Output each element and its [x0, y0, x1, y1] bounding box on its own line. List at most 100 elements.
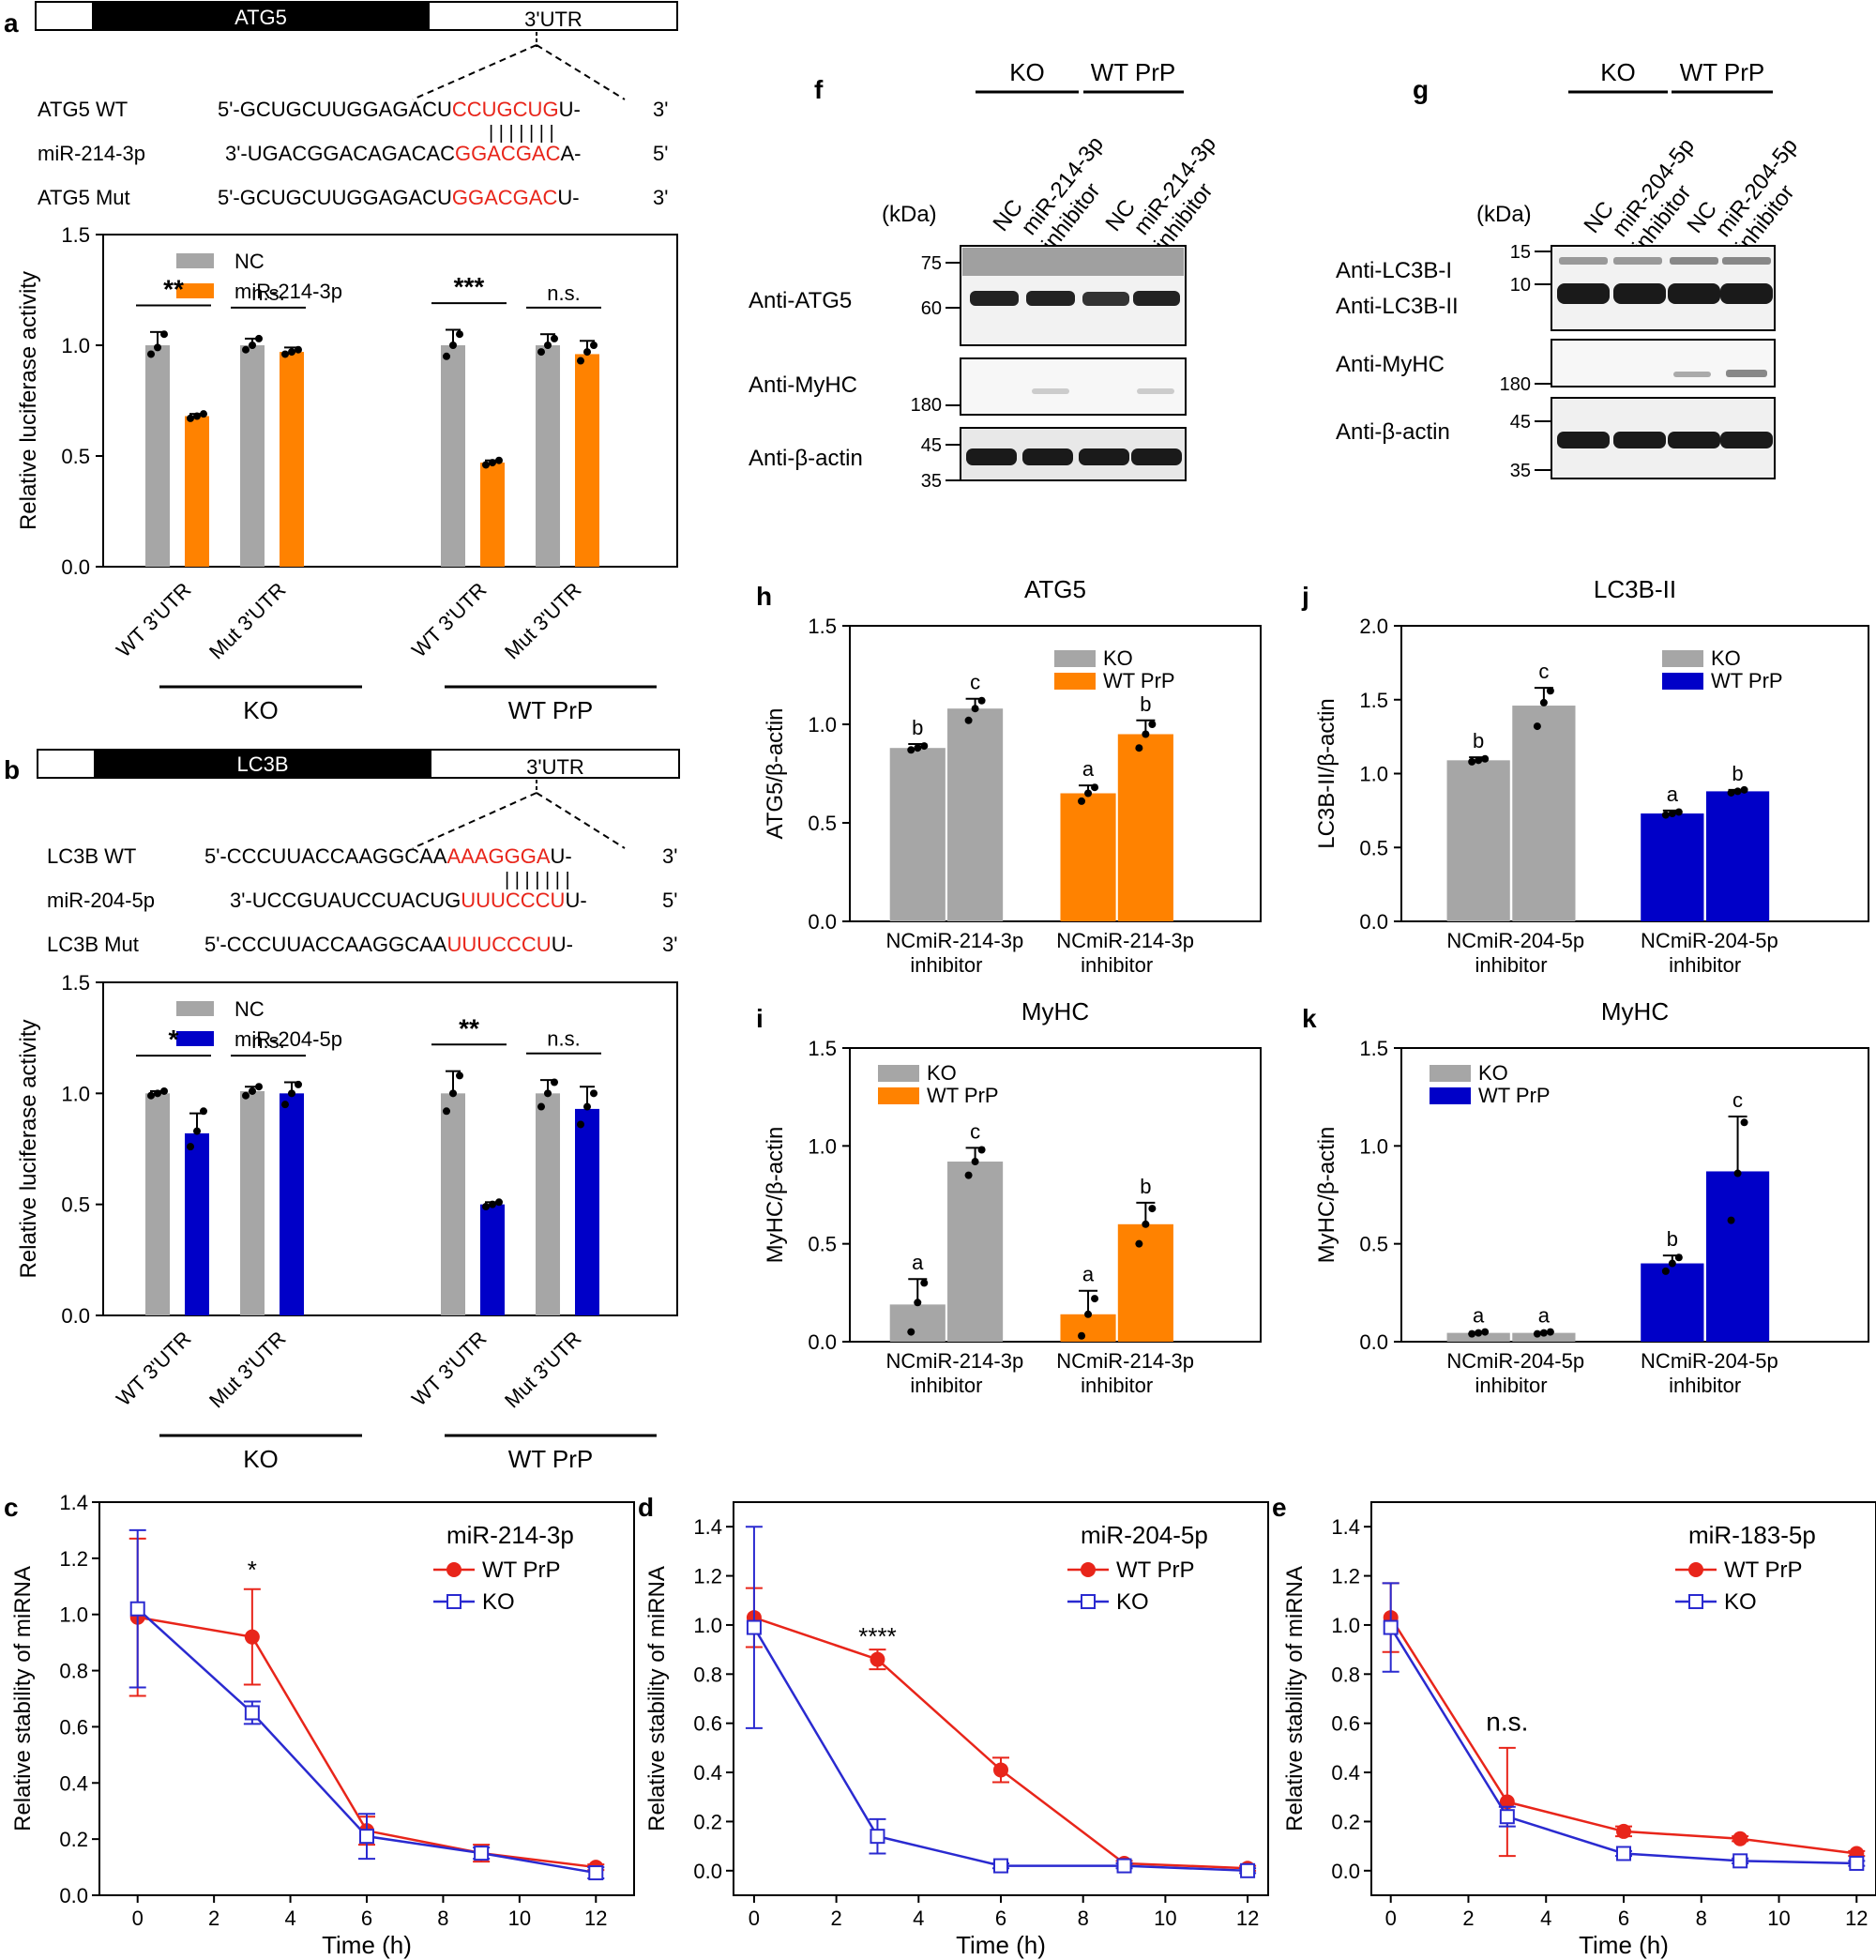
i-ytick-label: 1.5	[808, 1037, 837, 1060]
j-sig-letter: b	[1473, 729, 1484, 752]
a-bar	[480, 463, 505, 567]
e-ytick-label: 1.4	[1331, 1515, 1360, 1539]
b-datapoint	[288, 1089, 295, 1098]
b-datapoint	[544, 1089, 552, 1098]
b-datapoint	[160, 1086, 168, 1095]
b-datapoint	[577, 1120, 584, 1129]
k-datapoint	[1481, 1328, 1490, 1336]
e-legend-marker	[1688, 1594, 1703, 1609]
b-bar	[441, 1093, 465, 1315]
i-ytick-label: 1.0	[808, 1134, 837, 1158]
seq-mut-b-end: 3'	[662, 933, 677, 956]
blot-f-myhc-membrane	[960, 357, 1187, 416]
blot-g-group-wt: WT PrP	[1680, 58, 1765, 86]
a-cohort-label: KO	[243, 696, 279, 724]
c-ytick-label: 1.2	[59, 1547, 88, 1571]
b-category-label: WT 3'UTR	[407, 1327, 492, 1411]
blot-g: KO WT PrP (kDa) NC miR-204-5pinhibitor N…	[1336, 58, 1803, 481]
blot-f-group-ko: KO	[1009, 58, 1045, 86]
j-datapoint	[1475, 756, 1483, 765]
k-sig-letter: c	[1732, 1088, 1743, 1112]
j-sig-letter: c	[1538, 660, 1549, 683]
panel-letter-d: d	[638, 1493, 654, 1522]
i-datapoint	[971, 1158, 979, 1166]
seq-label-mir-b: miR-204-5p	[47, 889, 155, 912]
h-bar	[947, 708, 1004, 921]
c-ytick-label: 1.4	[59, 1491, 88, 1514]
e-ytick-label: 0.2	[1331, 1810, 1360, 1833]
i-bar	[889, 1304, 946, 1342]
j-sig-letter: a	[1667, 782, 1679, 806]
e-marker	[1499, 1809, 1515, 1825]
k-ytick-label: 1.5	[1359, 1037, 1388, 1060]
c-xlabel: Time (h)	[322, 1931, 412, 1959]
c-ytick-label: 0.4	[59, 1771, 88, 1795]
b-datapoint	[249, 1086, 256, 1095]
h-sig-letter: b	[1140, 692, 1151, 716]
b-datapoint	[443, 1107, 450, 1116]
a-datapoint	[482, 461, 490, 469]
d-marker	[1116, 1858, 1132, 1874]
a-ylabel: Relative luciferase activity	[16, 271, 41, 530]
blot-f-marker-75: 75	[921, 253, 942, 274]
d-annotation: ****	[858, 1622, 896, 1650]
j-ytick-label: 1.5	[1359, 689, 1388, 712]
seq-mut-a-end: 3'	[653, 186, 668, 209]
b-bar	[480, 1204, 505, 1315]
blot-f-marker-60: 60	[921, 298, 942, 319]
chart-c: 0.0 0.2 0.4 0.6 0.8 1.0 1.2 1.4 0 2 4 6 8 10 12 Time (h…	[10, 1491, 635, 1959]
panel-letter-f: f	[814, 75, 824, 104]
seq-wt-b-end: 3'	[662, 844, 677, 868]
seq-label-mir-a: miR-214-3p	[38, 142, 145, 165]
d-legend-label: KO	[1116, 1589, 1149, 1615]
b-ytick-label: 0.0	[61, 1304, 90, 1328]
h-ylabel: ATG5/β-actin	[763, 707, 788, 839]
a-datapoint	[495, 456, 503, 464]
j-category-sublabel: inhibitor	[1475, 953, 1548, 977]
a-bar	[280, 352, 304, 567]
j-ytick-label: 2.0	[1359, 615, 1388, 638]
blot-f-myhc-band-4	[1137, 388, 1174, 394]
i-datapoint	[1148, 1205, 1157, 1213]
e-xtick-label: 4	[1540, 1907, 1551, 1930]
panel-letter-g: g	[1413, 75, 1429, 104]
blot-f-atg5-top-smear	[962, 248, 1184, 276]
k-bar	[1705, 1171, 1770, 1342]
i-category-label: miR-214-3p	[915, 1349, 1023, 1373]
e-marker	[1499, 1794, 1515, 1810]
e-ytick-label: 0.6	[1331, 1712, 1360, 1736]
k-category-label: miR-204-5p	[1671, 1349, 1778, 1373]
b-ylabel: Relative luciferase activity	[16, 1019, 41, 1278]
d-xlabel: Time (h)	[956, 1931, 1046, 1959]
h-datapoint	[1148, 721, 1157, 728]
blot-g-actin-band-2	[1613, 432, 1666, 448]
seq-mut-b-prefix: 5'-CCCUUACCAAGGCAA	[204, 933, 447, 956]
seq-mut-a: 5'-GCUGCUUGGAGACUGGACGACU-	[218, 186, 580, 209]
i-datapoint	[1078, 1331, 1086, 1340]
c-ytick-label: 0.8	[59, 1660, 88, 1683]
c-marker	[244, 1705, 260, 1721]
a-sig-label: ***	[454, 272, 485, 301]
chart-a: 0.0 0.5 1.0 1.5 Relative luciferase activity…	[16, 223, 678, 724]
e-marker	[1732, 1831, 1748, 1846]
blot-g-kda: (kDa)	[1476, 202, 1532, 227]
blot-g-myhc-membrane	[1551, 339, 1776, 387]
e-legend-title: miR-183-5p	[1688, 1521, 1816, 1549]
j-ytick-label: 1.0	[1359, 763, 1388, 786]
b-bar	[280, 1093, 304, 1315]
j-bar	[1705, 791, 1770, 921]
h-category-label: NC	[1056, 929, 1086, 952]
b-datapoint	[537, 1102, 545, 1111]
b-sig-label: n.s.	[547, 1027, 580, 1051]
b-datapoint	[255, 1083, 263, 1091]
b-datapoint	[147, 1091, 155, 1100]
j-ytick-label: 0.5	[1359, 836, 1388, 859]
a-legend-label: NC	[234, 250, 265, 273]
blot-g-myhc-band-3	[1673, 372, 1711, 377]
blot-f-marker-180: 180	[911, 395, 942, 416]
e-ytick-label: 0.4	[1331, 1761, 1360, 1785]
b-legend-label: NC	[234, 997, 265, 1021]
c-ytick-label: 0.0	[59, 1884, 88, 1907]
a-datapoint	[249, 342, 256, 349]
blot-f-atg5-band-4	[1133, 291, 1180, 306]
